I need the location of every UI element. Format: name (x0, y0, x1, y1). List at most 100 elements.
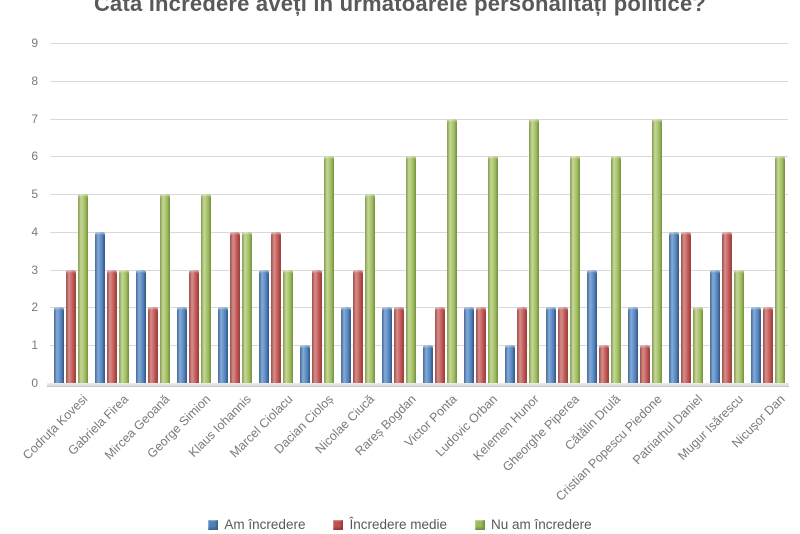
gridline (50, 345, 788, 347)
bar (147, 307, 158, 383)
bar-group (501, 43, 542, 383)
bar-group (296, 43, 337, 383)
bar (422, 345, 433, 383)
bar (733, 269, 744, 383)
y-axis-tick: 4 (31, 224, 38, 239)
bar (393, 307, 404, 383)
bar-group (173, 43, 214, 383)
x-axis: Codruța Kovesi Gabriela Firea Mircea Geoan… (20, 389, 788, 509)
legend-marker-icon (475, 519, 486, 530)
bar (299, 345, 310, 383)
bar (487, 156, 498, 383)
gridline (50, 43, 788, 44)
legend-label: Încredere medie (349, 517, 448, 532)
bar (475, 307, 486, 383)
bar-group (419, 43, 460, 383)
bar (516, 307, 527, 383)
bar (463, 307, 474, 383)
bar (721, 231, 732, 383)
bar-group (624, 43, 665, 383)
bar (586, 269, 597, 383)
bar-group (378, 43, 419, 383)
bar (65, 269, 76, 383)
bar (569, 156, 580, 383)
y-axis-tick: 6 (31, 149, 38, 164)
y-axis-tick: 2 (31, 300, 38, 315)
bar (668, 231, 679, 383)
bar-group (665, 43, 706, 383)
bar (340, 307, 351, 383)
chart-legend: Am încredere Încredere medie Nu am încrede… (0, 517, 800, 532)
bar (692, 307, 703, 383)
legend-item: Am încredere (208, 517, 305, 532)
bar (118, 269, 129, 383)
bar (229, 231, 240, 383)
bar (598, 345, 609, 383)
bar (217, 307, 228, 383)
bar (405, 156, 416, 383)
bar (446, 118, 457, 383)
legend-item: Nu am încredere (475, 517, 592, 532)
bar (94, 231, 105, 383)
legend-label: Nu am încredere (491, 517, 592, 532)
bar (159, 194, 170, 383)
bar (135, 269, 146, 383)
bar (557, 307, 568, 383)
legend-marker-icon (333, 519, 344, 530)
bar (381, 307, 392, 383)
y-axis-tick: 0 (31, 376, 38, 390)
gridline (50, 231, 788, 233)
y-axis-tick: 9 (31, 36, 38, 50)
bar (504, 345, 515, 383)
bar (364, 194, 375, 383)
bar (434, 307, 445, 383)
bar (176, 307, 187, 383)
legend-label: Am încredere (224, 517, 306, 532)
bar-group (460, 43, 501, 383)
x-axis-cell: Mugur Isărescu (676, 389, 747, 509)
bar-group (583, 43, 624, 383)
bar (352, 269, 363, 383)
bars-row (50, 43, 788, 383)
y-axis-tick: 5 (31, 187, 38, 202)
bar (106, 269, 117, 383)
gridline (50, 156, 788, 158)
gridline (50, 307, 788, 309)
bar (282, 269, 293, 383)
gridline (50, 269, 788, 271)
y-axis-tick: 3 (31, 262, 38, 277)
bar (610, 156, 621, 383)
bar (762, 307, 773, 383)
bar (709, 269, 720, 383)
bar-group (747, 43, 788, 383)
y-axis-tick: 7 (31, 111, 38, 126)
bar (627, 307, 638, 383)
x-axis-cell: Rareș Bogdan (352, 389, 419, 509)
bar (651, 118, 662, 383)
bar-group (214, 43, 255, 383)
bar-group (542, 43, 583, 383)
bar-group (706, 43, 747, 383)
bar (241, 231, 252, 383)
gridline (50, 118, 788, 120)
bar (323, 156, 334, 383)
bar-group (132, 43, 173, 383)
bar (258, 269, 269, 383)
y-axis-tick: 1 (31, 338, 38, 353)
bar (774, 156, 785, 383)
bar (270, 231, 281, 383)
bar-group (337, 43, 378, 383)
bar-group (255, 43, 296, 383)
bar (750, 307, 761, 383)
legend-marker-icon (208, 519, 219, 530)
chart-title: Câtă încredere aveți în următoarele pers… (93, 0, 707, 16)
bar (53, 307, 64, 383)
bar (639, 345, 650, 383)
bar (200, 194, 211, 383)
bar-group (91, 43, 132, 383)
bar (545, 307, 556, 383)
bar (528, 118, 539, 383)
x-axis-cell: Nicușor Dan (729, 389, 788, 509)
bar (77, 194, 88, 383)
